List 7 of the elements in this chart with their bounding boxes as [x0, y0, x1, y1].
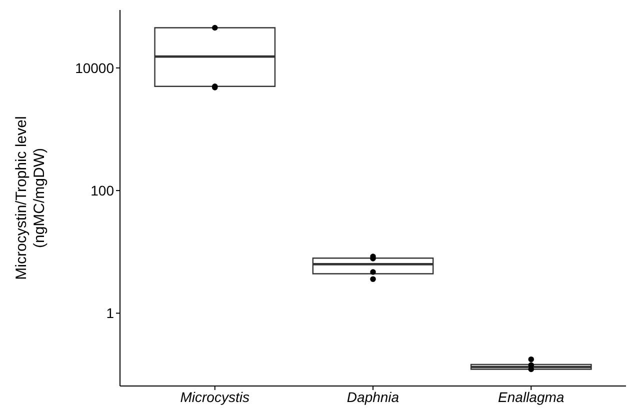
y-tick-label: 1 [106, 305, 114, 322]
x-tick-label: Microcystis [180, 388, 250, 405]
y-tick-label: 100 [90, 182, 114, 199]
y-axis-title: Microcystin/Trophic level (ngMC/mgDW) [13, 116, 48, 280]
y-tick-label: 10000 [75, 60, 114, 76]
x-tick-label: Enallagma [498, 388, 564, 405]
x-tick-label: Daphnia [346, 388, 400, 405]
